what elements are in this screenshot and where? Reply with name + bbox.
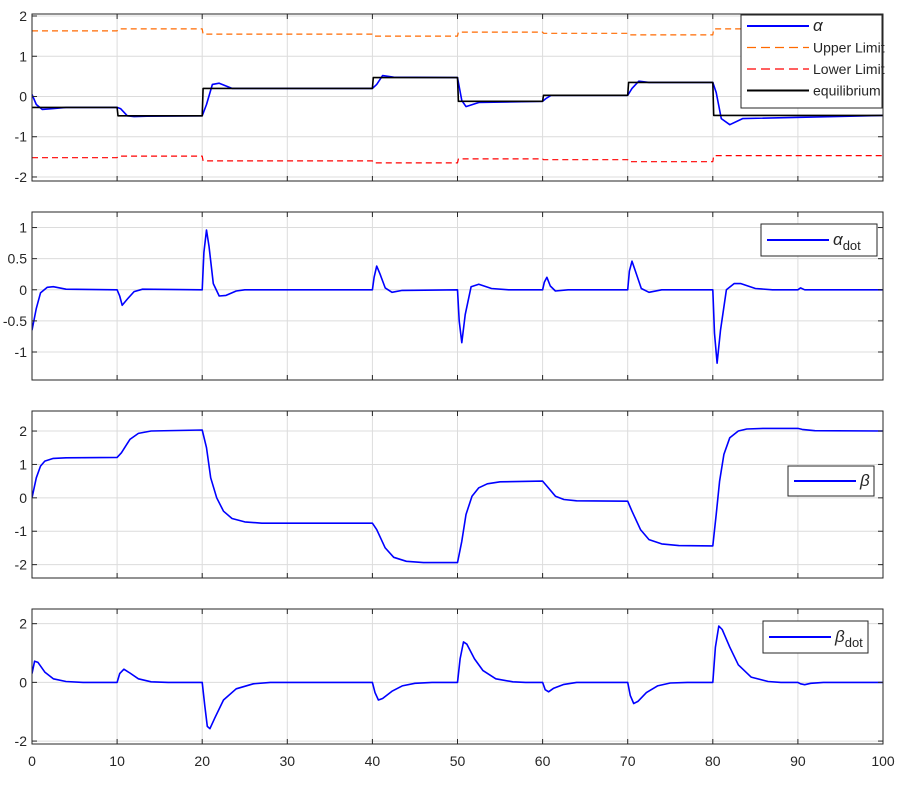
- y-tick-label: 0: [19, 674, 27, 690]
- x-tick-label: 80: [705, 753, 721, 769]
- y-tick-label: -1: [15, 129, 28, 145]
- legend-label-text: α: [833, 230, 844, 249]
- series-line-1: [32, 229, 883, 364]
- x-tick-label: 90: [790, 753, 806, 769]
- y-tick-label: 2: [19, 616, 27, 632]
- y-tick-label: 2: [19, 423, 27, 439]
- legend-label: Upper Limit: [813, 40, 885, 56]
- series-line-1: [32, 625, 883, 730]
- x-tick-label: 30: [280, 753, 296, 769]
- series-line-4: [32, 76, 883, 117]
- x-tick-label: 60: [535, 753, 551, 769]
- legend-label-subscript: dot: [845, 635, 863, 650]
- y-tick-label: -0.5: [3, 313, 27, 329]
- chart-panel-3: -2 -1 0 1 2 β: [15, 410, 884, 579]
- legend-label-text: α: [813, 16, 824, 35]
- x-tick-label: 40: [365, 753, 381, 769]
- y-tick-label: -2: [15, 557, 28, 573]
- x-tick-label: 20: [194, 753, 210, 769]
- legend-label: β: [859, 471, 870, 490]
- legend-label: βdot: [834, 627, 863, 650]
- legend-box: [740, 14, 883, 109]
- y-tick-label: 1: [19, 456, 27, 472]
- legend-label-subscript: dot: [843, 238, 861, 253]
- x-tick-label: 10: [109, 753, 125, 769]
- y-tick-label: 1: [19, 220, 27, 236]
- y-tick-label: -2: [15, 169, 28, 185]
- legend-label-text: β: [859, 471, 870, 490]
- legend: β: [787, 465, 875, 497]
- series-line-3: [32, 155, 883, 164]
- y-tick-label: 1: [19, 48, 27, 64]
- legend: αdot: [760, 223, 878, 257]
- chart-panel-2: -1 -0.5 0 0.5 1 αdot: [3, 211, 884, 381]
- series-line-1: [32, 427, 883, 564]
- legend-label-text: equilibrium: [813, 83, 881, 99]
- legend: βdot: [762, 620, 869, 654]
- series-line-2: [32, 28, 883, 37]
- y-tick-label: 0: [19, 490, 27, 506]
- y-tick-label: 0: [19, 88, 27, 104]
- y-tick-label: -1: [15, 344, 28, 360]
- legend-label: α: [813, 16, 824, 35]
- legend: α Upper Limit Lower Limit equilibrium: [740, 14, 885, 109]
- x-tick-label: 70: [620, 753, 636, 769]
- y-tick-label: -2: [15, 733, 28, 749]
- chart-panel-1: -2 -1 0 1 2 α Upper Limit Lower Limit equilibriu…: [15, 8, 885, 185]
- y-tick-label: 0: [19, 282, 27, 298]
- legend-label-text: Lower Limit: [813, 61, 885, 77]
- legend-label: αdot: [833, 230, 861, 253]
- legend-label: equilibrium: [813, 83, 881, 99]
- legend-label: Lower Limit: [813, 61, 885, 77]
- y-tick-label: -1: [15, 523, 28, 539]
- legend-label-text: β: [834, 627, 845, 646]
- y-tick-label: 2: [19, 8, 27, 24]
- y-tick-label: 0.5: [8, 251, 28, 267]
- legend-label-text: Upper Limit: [813, 40, 885, 56]
- x-tick-label: 0: [28, 753, 36, 769]
- x-tick-label: 100: [871, 753, 895, 769]
- x-tick-label: 50: [450, 753, 466, 769]
